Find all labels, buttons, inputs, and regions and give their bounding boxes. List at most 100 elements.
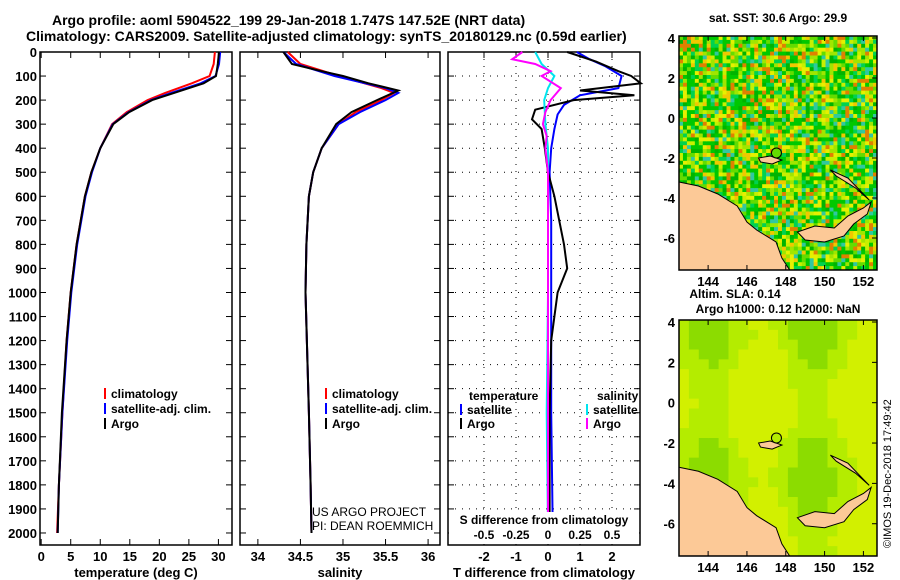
map-cell	[873, 180, 878, 185]
map-cell	[809, 63, 815, 68]
map-cell	[829, 242, 834, 248]
map-cell	[734, 94, 739, 99]
map-cell	[789, 78, 795, 84]
map-cell	[849, 234, 854, 240]
map-cell	[766, 106, 771, 111]
map-cell	[726, 156, 731, 162]
map-cell	[861, 63, 866, 68]
map-cell	[841, 258, 846, 263]
map-cell	[829, 172, 834, 177]
map-cell	[762, 106, 767, 111]
map-cell	[718, 98, 724, 103]
map-cell	[766, 192, 771, 197]
map-cell	[734, 63, 739, 68]
map-cell	[766, 125, 771, 131]
map-cell	[797, 141, 803, 146]
map-cell	[746, 129, 751, 134]
map-cell	[762, 180, 767, 185]
map-cell	[829, 149, 834, 154]
map-cell	[801, 192, 807, 197]
map-cell	[873, 90, 878, 95]
map-cell	[845, 207, 850, 212]
map-cell	[793, 168, 799, 173]
map-cell	[785, 55, 791, 60]
map-cell	[734, 129, 739, 134]
map-cell	[698, 106, 704, 111]
map-cell	[714, 172, 720, 177]
map-cell	[774, 94, 779, 99]
map-cell	[706, 114, 712, 119]
map-cell	[722, 67, 728, 72]
map-cell	[750, 176, 755, 181]
map-cell	[734, 102, 739, 107]
map-cell	[805, 94, 811, 99]
map-cell	[813, 211, 819, 216]
y-tick-label: 800	[15, 237, 37, 252]
map-cell	[869, 160, 874, 166]
map-cell	[686, 114, 692, 119]
map-cell	[801, 75, 807, 80]
map-cell	[873, 242, 878, 248]
map-cell	[686, 90, 692, 95]
map-cell	[867, 516, 878, 527]
map-cell	[770, 75, 775, 80]
map-cell	[837, 59, 842, 64]
map-cell	[781, 168, 787, 173]
map-cell	[778, 526, 789, 537]
map-cell	[774, 195, 779, 201]
map-cell	[821, 51, 827, 56]
map-cell	[754, 219, 759, 224]
map-cell	[758, 63, 763, 68]
map-cell	[742, 188, 747, 193]
map-cell	[801, 121, 807, 127]
map-cell	[694, 86, 700, 92]
map-cell	[706, 145, 712, 150]
map-cell	[762, 227, 767, 232]
map-cell	[706, 164, 712, 170]
map-cell	[853, 160, 858, 166]
map-cell	[706, 129, 712, 134]
map-cell	[746, 149, 751, 154]
map-cell	[785, 149, 791, 154]
map-cell	[766, 86, 771, 92]
map-cell	[825, 262, 830, 267]
map-cell	[718, 78, 724, 84]
map-cell	[750, 168, 755, 173]
map-cell	[718, 94, 724, 99]
map-cell	[861, 246, 866, 251]
map-cell	[821, 211, 827, 216]
map-cell	[682, 168, 688, 173]
map-cell	[702, 51, 708, 56]
map-cell	[845, 47, 850, 53]
y-tick-label: 100	[15, 69, 37, 84]
map-cell	[738, 141, 743, 146]
map-cell	[797, 546, 809, 557]
map-cell	[738, 329, 749, 341]
map-cell	[722, 137, 728, 142]
map-cell	[793, 75, 799, 80]
map-cell	[869, 172, 874, 177]
map-cell	[865, 160, 870, 166]
map-cell	[817, 160, 823, 166]
map-cell	[758, 145, 763, 150]
map-cell	[758, 447, 769, 459]
map-cell	[730, 145, 735, 150]
map-cell	[708, 388, 720, 400]
map-cell	[738, 428, 749, 439]
map-cell	[698, 67, 704, 72]
map-cell	[841, 238, 846, 244]
map-cell	[801, 164, 807, 170]
map-cell	[793, 110, 799, 115]
map-cell	[869, 90, 874, 95]
map-cell	[738, 117, 743, 123]
map-cell	[837, 114, 842, 119]
map-cell	[817, 369, 828, 380]
map-cell	[857, 258, 862, 263]
map-cell	[750, 164, 755, 170]
map-cell	[849, 172, 854, 177]
map-cell	[829, 195, 834, 201]
map-cell	[718, 329, 729, 341]
map-cell	[849, 207, 854, 212]
map-cell	[785, 153, 791, 158]
map-cell	[682, 172, 688, 177]
